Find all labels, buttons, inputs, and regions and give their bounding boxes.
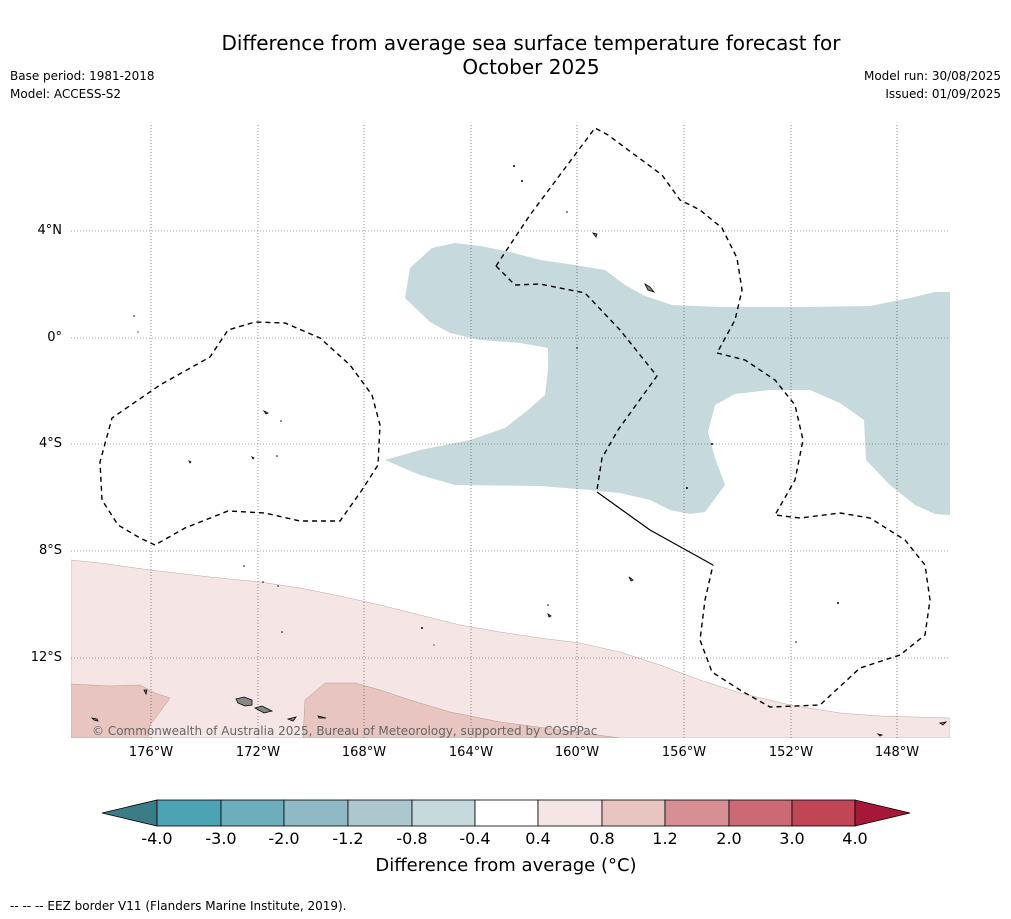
warm-patch-central bbox=[302, 682, 621, 738]
colorbar-tick: 1.2 bbox=[652, 829, 678, 848]
colorbar-tick: 4.0 bbox=[842, 829, 868, 848]
copyright-notice: © Commonwealth of Australia 2025, Bureau… bbox=[92, 724, 598, 738]
lon-label-148w: 148°W bbox=[874, 745, 920, 760]
islands bbox=[90, 232, 948, 737]
colorbar-tick: -3.0 bbox=[205, 829, 237, 848]
lon-label-152w: 152°W bbox=[768, 745, 814, 760]
colorbar-title: Difference from average (°C) bbox=[375, 855, 637, 876]
samoa-island-small bbox=[253, 705, 274, 714]
lat-label-4n: 4°N bbox=[37, 223, 63, 238]
base-period: Base period: 1981-2018 bbox=[10, 69, 155, 83]
lon-label-176w: 176°W bbox=[128, 745, 174, 760]
colorbar-tick: 0.4 bbox=[525, 829, 551, 848]
colorbar-tick: -0.4 bbox=[459, 829, 491, 848]
eez-legend-footnote: -- -- -- EEZ border V11 (Flanders Marine… bbox=[10, 899, 347, 913]
samoa-island-large bbox=[235, 696, 253, 707]
small-islets bbox=[133, 165, 839, 646]
title-line-1: Difference from average sea surface temp… bbox=[221, 31, 841, 55]
lat-label-8s: 8°S bbox=[38, 543, 62, 558]
graticule bbox=[71, 125, 950, 738]
issued-date: Issued: 01/09/2025 bbox=[885, 87, 1001, 101]
colorbar-tick: 2.0 bbox=[716, 829, 742, 848]
title-line-2: October 2025 bbox=[462, 55, 600, 79]
meta-right: Model run: 30/08/2025 Issued: 01/09/2025 bbox=[864, 67, 1001, 103]
warm-anomaly-band bbox=[71, 559, 950, 738]
eez-west bbox=[99, 321, 381, 546]
eez-borders bbox=[99, 127, 931, 708]
cool-anomaly-region bbox=[385, 243, 950, 515]
colorbar-under-arrow bbox=[101, 799, 158, 827]
lon-label-168w: 168°W bbox=[341, 745, 387, 760]
model-name: Model: ACCESS-S2 bbox=[10, 87, 122, 101]
eez-central-inner bbox=[495, 265, 658, 491]
lat-label-0: 0° bbox=[47, 330, 62, 345]
lat-label-12s: 12°S bbox=[30, 650, 62, 665]
eez-central-north bbox=[495, 127, 743, 354]
colorbar-tick: -1.2 bbox=[332, 829, 364, 848]
warm-patch-west bbox=[71, 683, 171, 738]
colorbar-tick: -2.0 bbox=[268, 829, 300, 848]
colorbar bbox=[101, 799, 911, 827]
meta-left: Base period: 1981-2018 Model: ACCESS-S2 bbox=[10, 67, 155, 103]
eez-east bbox=[699, 352, 931, 708]
colorbar-tick: -4.0 bbox=[141, 829, 173, 848]
lon-label-160w: 160°W bbox=[554, 745, 600, 760]
eez-solid-segment bbox=[596, 491, 714, 566]
lon-label-156w: 156°W bbox=[661, 745, 707, 760]
lat-label-4s: 4°S bbox=[38, 436, 62, 451]
lon-label-172w: 172°W bbox=[235, 745, 281, 760]
colorbar-over-arrow bbox=[854, 799, 911, 827]
colorbar-tick: 3.0 bbox=[779, 829, 805, 848]
lon-label-164w: 164°W bbox=[448, 745, 494, 760]
colorbar-tick: -0.8 bbox=[396, 829, 428, 848]
colorbar-tick: 0.8 bbox=[589, 829, 615, 848]
model-run: Model run: 30/08/2025 bbox=[863, 69, 1001, 83]
chart-title: Difference from average sea surface temp… bbox=[0, 31, 1011, 79]
